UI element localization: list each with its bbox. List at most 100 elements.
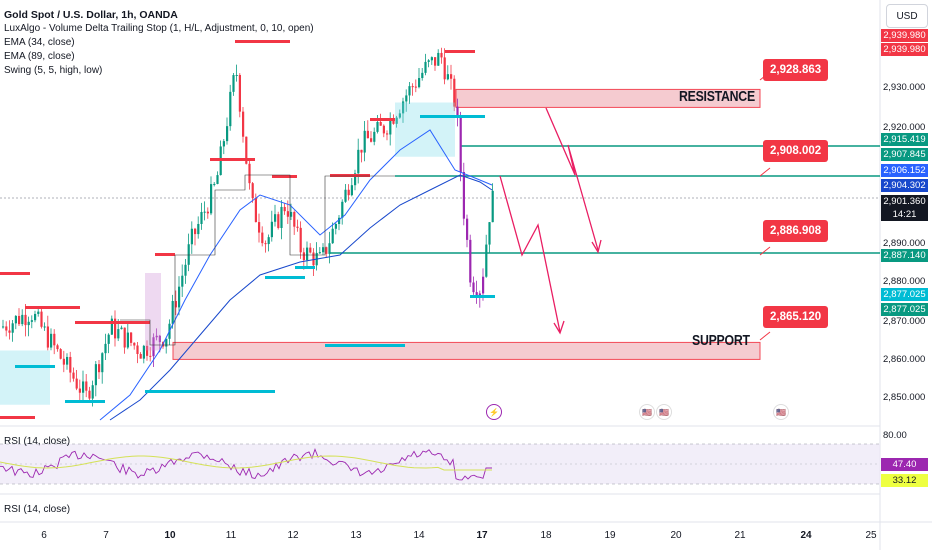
candle-body <box>357 149 360 174</box>
candle-body <box>206 211 209 214</box>
candle-body <box>386 133 389 135</box>
candle-body <box>98 364 101 373</box>
candle-body <box>430 57 433 61</box>
candle-body <box>194 228 197 235</box>
candle-body <box>344 189 347 202</box>
candle-body <box>238 74 241 112</box>
rsi-label-1[interactable]: RSI (14, close) <box>4 436 71 447</box>
candle-body <box>414 86 417 88</box>
indicator-ema34[interactable]: EMA (34, close) <box>4 37 75 48</box>
candle-body <box>469 239 472 283</box>
candle-body <box>411 86 414 88</box>
rsi-ma-value-tag: 33.12 <box>881 474 928 487</box>
x-axis-label: 20 <box>670 530 682 541</box>
rsi-label-2[interactable]: RSI (14, close) <box>4 504 71 515</box>
candle-body <box>114 318 117 339</box>
candle-body <box>398 113 401 118</box>
candle-body <box>136 345 139 354</box>
us-flag-event-icon[interactable]: 🇺🇸 <box>656 404 672 420</box>
candle-body <box>27 321 30 326</box>
symbol-title[interactable]: Gold Spot / U.S. Dollar, 1h, OANDA <box>4 9 178 21</box>
ema34-line <box>99 129 493 421</box>
candle-body <box>133 342 136 346</box>
x-axis-label: 6 <box>41 530 47 541</box>
indicator-luxalgo[interactable]: LuxAlgo - Volume Delta Trailing Stop (1,… <box>4 23 314 34</box>
arrowhead <box>553 320 565 335</box>
candle-body <box>8 330 11 333</box>
candle-body <box>312 252 315 266</box>
candle-body <box>174 301 177 308</box>
candle-body <box>62 358 65 365</box>
candle-body <box>120 327 123 330</box>
candle-body <box>14 315 17 324</box>
candle-body <box>392 118 395 124</box>
candle-body <box>34 313 37 321</box>
candle-body <box>101 353 104 373</box>
candle-body <box>370 138 373 142</box>
candle-body <box>290 212 293 217</box>
candle-body <box>274 214 277 222</box>
price-tag: 2,906.152 <box>881 164 928 177</box>
candle-body <box>347 189 350 196</box>
candle-body <box>171 301 174 324</box>
candle-body <box>187 244 190 265</box>
candle-body <box>453 78 456 107</box>
x-axis-label: 13 <box>350 530 362 541</box>
candle-body <box>69 356 72 373</box>
swing-low-mark <box>145 390 275 393</box>
callout-level-3-price[interactable]: 2,886.908 <box>763 220 829 242</box>
candle-body <box>488 222 491 245</box>
candle-body <box>261 232 264 244</box>
candle-body <box>18 315 21 325</box>
currency-button[interactable]: USD <box>886 4 928 28</box>
candle-body <box>264 243 267 245</box>
candle-body <box>306 247 309 261</box>
callout-level-2-price[interactable]: 2,908.002 <box>763 140 829 162</box>
callout-connector <box>759 246 771 256</box>
indicator-ema89[interactable]: EMA (89, close) <box>4 51 75 62</box>
swing-high-mark <box>235 40 290 43</box>
candle-body <box>11 323 14 333</box>
candle-body <box>158 335 161 343</box>
candle-body <box>302 252 305 261</box>
candle-body <box>325 247 328 254</box>
swing-low-mark <box>15 365 55 368</box>
candle-body <box>91 385 94 399</box>
candle-body <box>43 326 46 328</box>
candle-body <box>117 329 120 339</box>
indicator-swing[interactable]: Swing (5, 5, high, low) <box>4 65 103 76</box>
x-axis-label: 7 <box>103 530 109 541</box>
x-axis-label: 11 <box>225 530 237 541</box>
candle-body <box>482 276 485 294</box>
candle-body <box>421 72 424 79</box>
candle-body <box>235 74 238 76</box>
swing-high-mark <box>75 321 150 324</box>
rsi-value-tag: 47.40 <box>881 458 928 471</box>
candle-body <box>491 190 494 223</box>
support-zone <box>172 341 761 360</box>
callout-support-price[interactable]: 2,865.120 <box>763 306 829 328</box>
candle-body <box>283 206 286 212</box>
candle-body <box>59 349 62 359</box>
candle-body <box>277 214 280 228</box>
candle-body <box>267 237 270 245</box>
lightning-event-icon[interactable]: ⚡ <box>486 404 502 420</box>
candle-body <box>366 130 369 139</box>
callout-resistance-price[interactable]: 2,928.863 <box>763 59 829 81</box>
callout-connector <box>759 331 771 341</box>
candle-body <box>248 163 251 184</box>
price-tick-2920: 2,920.000 <box>883 122 926 133</box>
us-flag-event-icon[interactable]: 🇺🇸 <box>639 404 655 420</box>
x-axis-label: 18 <box>540 530 552 541</box>
projection-arrow-2 <box>499 175 561 333</box>
candle-body <box>450 74 453 79</box>
candle-body <box>94 364 97 386</box>
candle-body <box>408 86 411 96</box>
swing-high-mark <box>25 306 80 309</box>
us-flag-event-icon[interactable]: 🇺🇸 <box>773 404 789 420</box>
price-tag: 2,915.419 <box>881 133 928 146</box>
candle-body <box>130 332 133 343</box>
resistance-label: RESISTANCE <box>679 88 755 105</box>
callout-connector <box>759 167 771 177</box>
